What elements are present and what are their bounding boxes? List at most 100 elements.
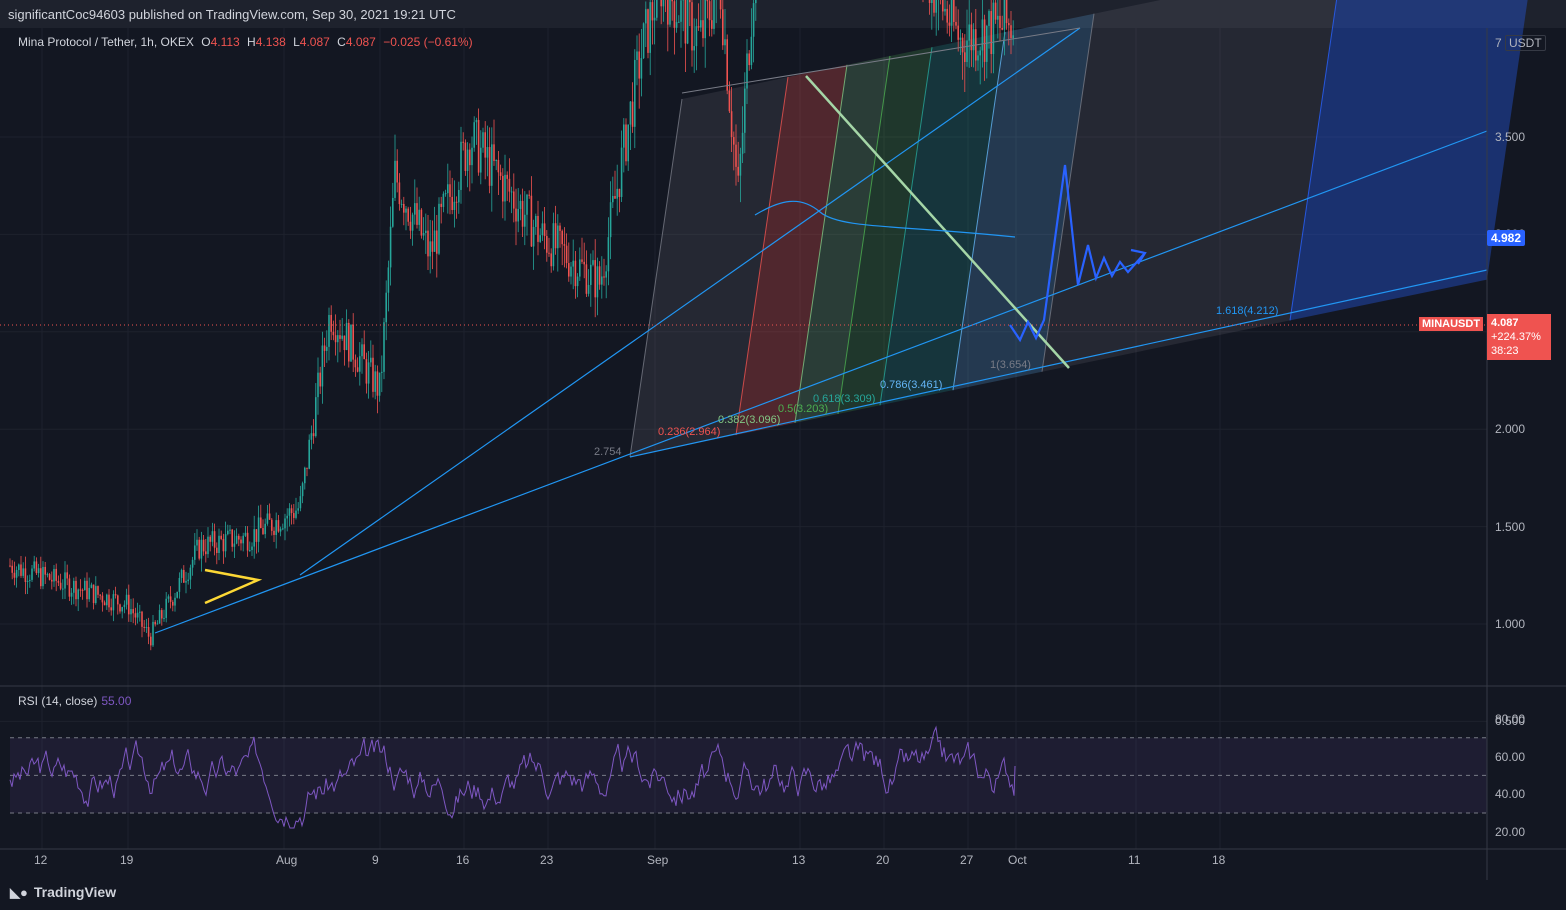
footer bbox=[0, 880, 1566, 910]
candle-body bbox=[972, 29, 975, 51]
candle-body bbox=[297, 508, 299, 511]
candle-body bbox=[473, 122, 475, 148]
fib-label-05: 0.5(3.203) bbox=[778, 403, 829, 415]
candle-body bbox=[187, 579, 189, 582]
candle-body bbox=[114, 594, 117, 596]
candle-body bbox=[724, 39, 726, 46]
candle-body bbox=[312, 433, 315, 437]
candles bbox=[9, 0, 1014, 651]
candle-body bbox=[950, 0, 953, 26]
candle-body bbox=[108, 594, 110, 608]
tradingview-brand[interactable]: ◣● TradingView bbox=[10, 884, 116, 901]
symbol-name[interactable]: Mina Protocol / Tether, 1h, OKEX bbox=[18, 35, 194, 49]
candle-body bbox=[968, 24, 970, 41]
candle-body bbox=[125, 594, 128, 605]
candle-body bbox=[451, 196, 453, 211]
candle-body bbox=[521, 200, 524, 227]
time-tick-label: 13 bbox=[792, 853, 806, 867]
publish-info: significantCoc94603 published on Trading… bbox=[8, 7, 456, 22]
candle-body bbox=[649, 2, 651, 53]
candle-body bbox=[722, 9, 724, 46]
candle-body bbox=[563, 244, 566, 246]
trendline-lower bbox=[154, 130, 1488, 634]
plot-background bbox=[0, 28, 1487, 880]
candle-body bbox=[246, 532, 249, 551]
candle-body bbox=[315, 397, 317, 437]
candle-body bbox=[427, 230, 429, 257]
candle-body bbox=[499, 172, 502, 176]
time-tick-label: 9 bbox=[372, 853, 379, 867]
price-axis-top: 7 bbox=[1495, 36, 1502, 50]
candle-body bbox=[959, 37, 962, 40]
candle-body bbox=[623, 124, 625, 148]
candle-body bbox=[343, 335, 346, 351]
price-chart[interactable] bbox=[0, 0, 1566, 880]
candle-body bbox=[48, 574, 51, 580]
candle-body bbox=[708, 1, 711, 21]
candle-body bbox=[728, 90, 731, 112]
fib-channel bbox=[629, 0, 1528, 458]
candle-body bbox=[304, 467, 306, 484]
candle-body bbox=[493, 144, 495, 161]
time-tick-label: 19 bbox=[120, 853, 134, 867]
candle-body bbox=[471, 147, 473, 166]
candle-body bbox=[26, 580, 29, 582]
candle-body bbox=[139, 611, 141, 613]
candle-body bbox=[460, 141, 462, 190]
candle-body bbox=[1005, 0, 1008, 24]
candle-body bbox=[143, 626, 145, 628]
candle-body bbox=[405, 208, 407, 213]
time-tick-label: 11 bbox=[1128, 853, 1141, 867]
candle-body bbox=[981, 19, 984, 51]
candle-body bbox=[455, 201, 458, 203]
candle-body bbox=[70, 592, 73, 597]
fib-band bbox=[880, 32, 1005, 406]
candle-body bbox=[330, 314, 332, 332]
rsi-label[interactable]: RSI (14, close) bbox=[18, 694, 98, 708]
fib-band bbox=[630, 77, 788, 458]
candle-body bbox=[733, 137, 735, 145]
candle-body bbox=[183, 569, 185, 583]
candle-body bbox=[964, 52, 966, 63]
candle-body bbox=[279, 528, 282, 532]
candle-body bbox=[99, 594, 101, 596]
time-tick-label: 16 bbox=[456, 853, 470, 867]
symbol-tag: MINAUSDT bbox=[1419, 317, 1484, 331]
candle-body bbox=[11, 565, 13, 573]
low-key: L bbox=[293, 35, 300, 49]
candle-body bbox=[414, 203, 416, 215]
candle-body bbox=[686, 0, 689, 44]
fib-band bbox=[838, 47, 932, 414]
candle-body bbox=[684, 0, 687, 44]
candle-body bbox=[202, 539, 205, 552]
candle-body bbox=[51, 579, 53, 582]
candle-body bbox=[233, 543, 236, 547]
candle-body bbox=[517, 208, 519, 222]
current-change: +224.37% bbox=[1491, 331, 1541, 343]
candle-body bbox=[57, 580, 60, 583]
price-tick-label: 1.000 bbox=[1495, 617, 1526, 631]
rsi-line bbox=[9, 725, 1016, 829]
forecast-arrow-icon bbox=[1130, 248, 1147, 265]
currency-label[interactable]: USDT bbox=[1505, 35, 1546, 51]
candle-body bbox=[365, 359, 368, 384]
candle-body bbox=[671, 0, 673, 2]
rsi-value: 55.00 bbox=[101, 694, 132, 708]
candle-body bbox=[539, 235, 541, 242]
candle-body bbox=[645, 9, 647, 24]
candle-body bbox=[301, 483, 304, 497]
candle-body bbox=[268, 513, 271, 520]
candle-body bbox=[583, 261, 585, 265]
candle-body bbox=[570, 266, 572, 277]
candle-body bbox=[464, 142, 467, 171]
candle-body bbox=[469, 149, 471, 166]
candle-body bbox=[495, 159, 497, 161]
candle-body bbox=[207, 536, 209, 555]
candle-body bbox=[614, 195, 616, 199]
candle-body bbox=[271, 519, 273, 531]
candle-body bbox=[590, 264, 592, 285]
fib-level-line bbox=[629, 98, 683, 458]
candle-body bbox=[88, 587, 90, 600]
candle-body bbox=[550, 253, 552, 267]
current-price-tag: 4.087 +224.37% 38:23 bbox=[1487, 314, 1551, 360]
